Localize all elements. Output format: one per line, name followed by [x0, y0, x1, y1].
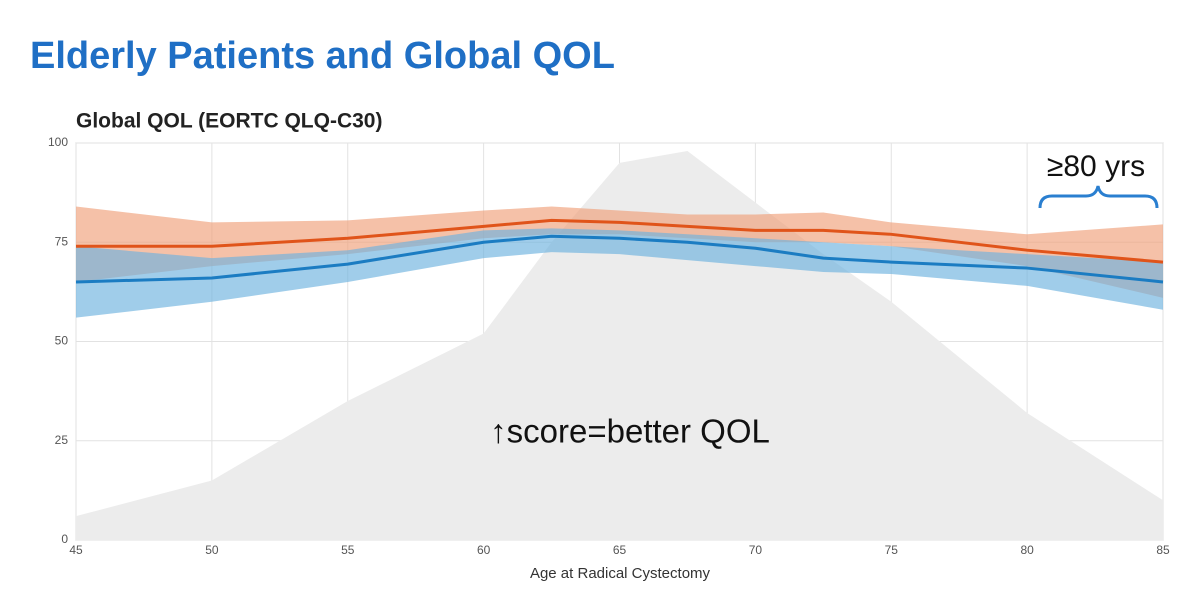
x-tick-label: 85 — [1156, 543, 1170, 557]
x-tick-label: 60 — [477, 543, 491, 557]
x-tick-label: 50 — [205, 543, 219, 557]
bracket — [1038, 185, 1159, 209]
x-tick-label: 75 — [885, 543, 899, 557]
y-tick-label: 25 — [55, 433, 69, 447]
annotation: ≥80 yrs — [1047, 150, 1145, 183]
plot: 0 25 50 75 100 45 50 55 60 65 70 75 80 85 — [48, 135, 1170, 557]
x-tick-label: 55 — [341, 543, 355, 557]
y-tick-label: 75 — [55, 234, 69, 248]
confidence-band — [76, 228, 1163, 318]
x-tick-label: 70 — [749, 543, 763, 557]
y-tick-label: 50 — [55, 334, 69, 348]
x-tick-label: 80 — [1020, 543, 1034, 557]
x-tick-label: 45 — [69, 543, 83, 557]
line — [76, 218, 1164, 264]
y-tick-label: 100 — [48, 135, 68, 149]
x-axis-label: Age at Radical Cystectomy — [530, 565, 711, 582]
x-tick-label: 65 — [613, 543, 627, 557]
chart-title: Global QOL (EORTC QLQ-C30) — [76, 110, 382, 133]
confidence-band — [76, 206, 1163, 298]
page-title: Elderly Patients and Global QOL — [30, 35, 615, 77]
line — [75, 234, 1164, 284]
annotation: ↑score=better QOL — [490, 413, 770, 450]
y-tick-label: 0 — [61, 532, 68, 546]
density-area — [76, 150, 1163, 540]
